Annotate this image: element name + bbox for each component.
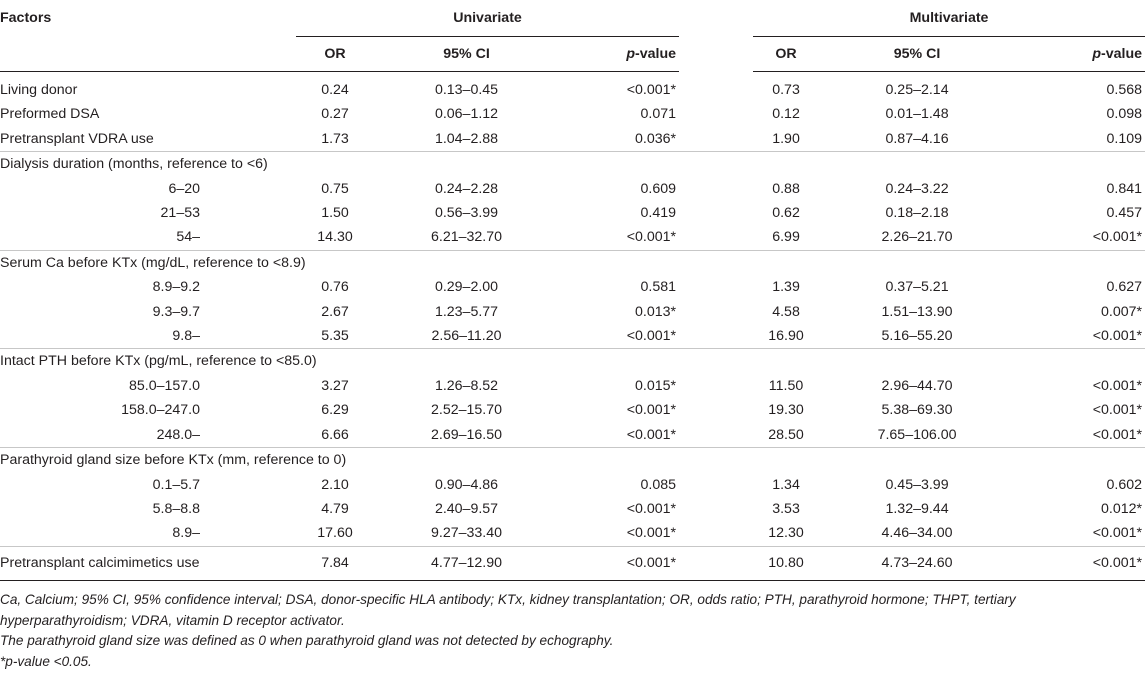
group-title-serum-ca: Serum Ca before KTx (mg/dL, reference to… xyxy=(0,249,1145,276)
table-row: 8.9–9.2 0.76 0.29–2.00 0.581 1.39 0.37–5… xyxy=(152,279,1143,296)
table-row: 54– 14.30 6.21–32.70 <0.001* 6.99 2.26–2… xyxy=(176,229,1143,246)
table-row: 0.1–5.7 2.10 0.90–4.86 0.085 1.34 0.45–3… xyxy=(152,476,1143,493)
table-row: 8.9– 17.60 9.27–33.40 <0.001* 12.30 4.46… xyxy=(172,525,1143,542)
row-label: Living donor xyxy=(0,82,78,98)
table-row: Preformed DSA 0.27 0.06–1.12 0.071 0.12 … xyxy=(0,102,1145,126)
table-row: 248.0– 6.66 2.69–16.50 <0.001* 28.50 7.6… xyxy=(156,426,1143,443)
multivariate-p-header: p-value xyxy=(1015,36,1145,72)
univariate-ci-header: 95% CI xyxy=(374,36,559,72)
group-header-row: Parathyroid gland size before KTx (mm, r… xyxy=(0,447,1145,473)
table-row: 85.0–157.0 3.27 1.26–8.52 0.015* 11.50 2… xyxy=(128,377,1143,394)
univariate-p-header: p-value xyxy=(559,36,680,72)
abbreviations-note-line2: hyperparathyroidism; VDRA, vitamin D rec… xyxy=(0,612,345,628)
group-header-row: Dialysis duration (months, reference to … xyxy=(0,151,1145,177)
abbreviations-note-line1: Ca, Calcium; 95% CI, 95% confidence inte… xyxy=(0,592,1016,607)
factors-header: Factors xyxy=(0,10,52,27)
table-row: 6–20 0.75 0.24–2.28 0.609 0.88 0.24–3.22… xyxy=(168,180,1143,197)
group-title-gland-size: Parathyroid gland size before KTx (mm, r… xyxy=(0,447,1145,473)
table-row: Pretransplant VDRA use 1.73 1.04–2.88 0.… xyxy=(0,127,1145,152)
multivariate-header: Multivariate xyxy=(753,0,1145,37)
row-label: Pretransplant VDRA use xyxy=(0,130,154,147)
multivariate-ci-header: 95% CI xyxy=(819,36,1016,72)
univariate-or-header: OR xyxy=(296,36,374,72)
table-header-row-2: OR 95% CI p-value OR 95% CI p-value xyxy=(0,36,1145,72)
pvalue-note: *p-value <0.05. xyxy=(0,653,92,669)
table-row: 5.8–8.8 4.79 2.40–9.57 <0.001* 3.53 1.32… xyxy=(152,500,1143,517)
group-header-row: Intact PTH before KTx (pg/mL, reference … xyxy=(0,348,1145,374)
table-row: 9.8– 5.35 2.56–11.20 <0.001* 16.90 5.16–… xyxy=(172,328,1143,345)
table-row: Pretransplant calcimimetics use 7.84 4.7… xyxy=(0,545,1145,581)
table-row: 9.3–9.7 2.67 1.23–5.77 0.013* 4.58 1.51–… xyxy=(152,303,1143,320)
table-row: 158.0–247.0 6.29 2.52–15.70 <0.001* 19.3… xyxy=(121,402,1143,419)
univariate-header: Univariate xyxy=(296,0,680,37)
group-title-pth: Intact PTH before KTx (pg/mL, reference … xyxy=(0,348,1145,374)
table-row: Living donor 0.24 0.13–0.45 <0.001* 0.73… xyxy=(0,72,1145,103)
gland-size-note: The parathyroid gland size was defined a… xyxy=(0,633,614,648)
table-row: 21–53 1.50 0.56–3.99 0.419 0.62 0.18–2.1… xyxy=(160,205,1143,222)
multivariate-or-header: OR xyxy=(753,36,820,72)
row-label: Preformed DSA xyxy=(0,106,100,123)
group-title-dialysis: Dialysis duration (months, reference to … xyxy=(0,151,1145,177)
table-header-row-1: Factors Univariate Multivariate xyxy=(0,0,1145,37)
group-header-row: Serum Ca before KTx (mg/dL, reference to… xyxy=(0,249,1145,276)
table-footnotes: Ca, Calcium; 95% CI, 95% confidence inte… xyxy=(0,590,1140,672)
regression-table: Factors Univariate Multivariate OR 95% C… xyxy=(0,0,1145,581)
row-label: Pretransplant calcimimetics use xyxy=(0,545,296,581)
